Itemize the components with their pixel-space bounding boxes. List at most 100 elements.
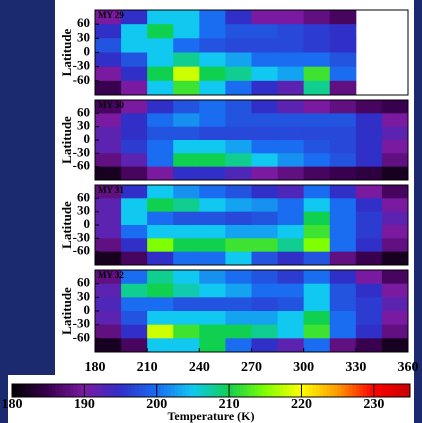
heatmap-cell: [329, 126, 357, 141]
colorbar-swatch: [308, 384, 313, 397]
y-tick-label: 30: [77, 288, 90, 303]
panel-title: MY 29: [98, 10, 124, 20]
heatmap-cell: [303, 100, 331, 114]
heatmap-cell: [251, 185, 279, 199]
heatmap-cell: [95, 238, 122, 253]
y-axis-label: Latitude: [59, 201, 74, 249]
colorbar-swatch: [189, 384, 194, 397]
heatmap-cell: [121, 283, 148, 298]
heatmap-cell: [95, 10, 122, 25]
colorbar-swatch: [51, 384, 56, 397]
heatmap-cell: [147, 140, 174, 154]
heatmap-cell: [173, 283, 200, 298]
heatmap-cell: [277, 297, 305, 312]
colorbar-swatch: [211, 384, 216, 397]
heatmap-cell: [121, 324, 148, 339]
heatmap-cell: [251, 270, 279, 285]
colorbar-swatch: [116, 384, 122, 397]
colorbar-swatch: [163, 384, 169, 397]
heatmap-cell: [355, 113, 383, 128]
heatmap-cell: [355, 140, 383, 154]
colorbar-label: Temperature (K): [168, 409, 255, 423]
colorbar-swatch: [279, 384, 284, 397]
heatmap-cell: [121, 52, 148, 68]
colorbar-swatch: [44, 384, 49, 397]
heatmap-cell: [251, 38, 279, 53]
heatmap-cell: [381, 198, 409, 213]
heatmap-cell: [225, 297, 252, 312]
heatmap-cell: [199, 80, 226, 96]
heatmap-cell: [147, 38, 174, 53]
heatmap-cell: [199, 311, 226, 326]
x-tick-label: 210: [137, 360, 158, 375]
heatmap-cell: [355, 153, 383, 168]
heatmap-cell: [147, 270, 174, 285]
heatmap-cell: [277, 80, 305, 96]
heatmap-cell: [173, 251, 200, 266]
heatmap-cell: [277, 113, 305, 128]
heatmap-cell: [277, 270, 305, 285]
heatmap-cell: [251, 24, 279, 39]
y-tick-label: -30: [73, 229, 90, 244]
heatmap-cell: [277, 66, 305, 82]
heatmap-cell: [173, 113, 200, 128]
heatmap-cell: [355, 324, 383, 339]
heatmap-cell: [173, 198, 200, 213]
heatmap-cell: [303, 338, 331, 353]
heatmap-cell: [303, 324, 331, 339]
heatmap-cell: [355, 338, 383, 353]
colorbar-swatch: [127, 384, 132, 397]
heatmap-cell: [251, 140, 279, 154]
heatmap-cell: [381, 251, 409, 266]
heatmap-cell: [251, 311, 279, 326]
heatmap-cell: [225, 38, 252, 53]
heatmap-cell: [277, 311, 305, 326]
heatmap-cell: [147, 10, 174, 25]
colorbar-swatch: [138, 384, 143, 397]
heatmap-cell: [303, 52, 331, 68]
colorbar-swatch: [48, 384, 53, 397]
heatmap-cell: [355, 211, 383, 226]
y-tick-label: 60: [77, 275, 90, 290]
colorbar-swatch: [200, 384, 205, 397]
heatmap-cell: [173, 166, 200, 181]
heatmap-cell: [303, 166, 331, 181]
colorbar-swatch: [319, 384, 324, 397]
heatmap-cell: [199, 166, 226, 181]
heatmap-cell: [95, 38, 122, 53]
heatmap-cell: [303, 140, 331, 154]
heatmap-cell: [199, 38, 226, 53]
heatmap-cell: [251, 126, 279, 141]
colorbar-swatch: [145, 384, 150, 397]
colorbar-swatch: [229, 384, 234, 397]
heatmap-cell: [329, 270, 357, 285]
y-tick-label: 30: [77, 29, 90, 44]
heatmap-cell: [381, 185, 409, 199]
colorbar-swatch: [225, 384, 230, 397]
colorbar-swatch: [330, 384, 335, 397]
heatmap-cell: [147, 338, 174, 353]
colorbar-swatch: [247, 384, 252, 397]
heatmap-cell: [173, 140, 200, 154]
heatmap-cell: [199, 140, 226, 154]
heatmap-cell: [251, 153, 279, 168]
x-tick-label: 360: [398, 360, 419, 375]
heatmap-cell: [329, 52, 357, 68]
heatmap-cell: [355, 251, 383, 266]
heatmap-cell: [251, 66, 279, 82]
heatmap-cell: [381, 100, 409, 114]
heatmap-cell: [173, 225, 200, 239]
heatmap-cell: [329, 113, 357, 128]
heatmap-cell: [173, 324, 200, 339]
colorbar-swatch: [261, 384, 266, 397]
heatmap-cell: [329, 324, 357, 339]
heatmap-cell: [225, 225, 252, 239]
heatmap-cell: [199, 52, 226, 68]
heatmap-cell: [303, 126, 331, 141]
y-tick-label: 0: [84, 302, 91, 317]
colorbar-swatch: [344, 384, 349, 397]
colorbar-swatch: [102, 384, 107, 397]
heatmap-cell: [225, 338, 252, 353]
heatmap-cell: [147, 126, 174, 141]
colorbar-tick-label: 210: [219, 397, 240, 412]
